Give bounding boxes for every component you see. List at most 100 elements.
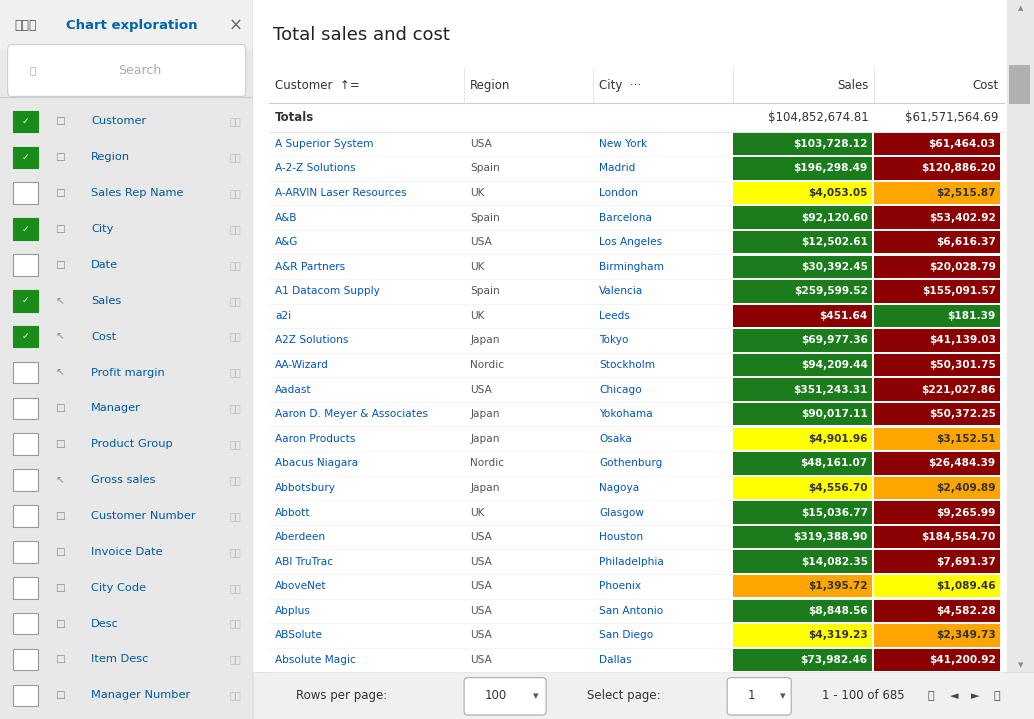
- FancyBboxPatch shape: [733, 477, 873, 499]
- Text: $7,691.37: $7,691.37: [936, 557, 996, 567]
- Text: ↖: ↖: [55, 331, 64, 342]
- Text: Item Desc: Item Desc: [91, 654, 149, 664]
- FancyBboxPatch shape: [874, 649, 1001, 672]
- Text: ⋮⋮: ⋮⋮: [230, 367, 242, 377]
- Text: Cost: Cost: [91, 331, 117, 342]
- Text: ⏭: ⏭: [994, 691, 1000, 700]
- Text: Aaron D. Meyer & Associates: Aaron D. Meyer & Associates: [275, 409, 428, 419]
- Text: $14,082.35: $14,082.35: [800, 557, 868, 567]
- Text: Nordic: Nordic: [470, 459, 505, 468]
- Text: $181.39: $181.39: [947, 311, 996, 321]
- Text: Aaron Products: Aaron Products: [275, 434, 356, 444]
- Text: UK: UK: [470, 262, 485, 272]
- Text: Rows per page:: Rows per page:: [297, 689, 388, 702]
- Text: Barcelona: Barcelona: [599, 213, 652, 223]
- Text: $1,395.72: $1,395.72: [809, 581, 868, 591]
- Text: Search: Search: [118, 64, 161, 77]
- Text: □: □: [55, 690, 64, 700]
- Text: A1 Datacom Supply: A1 Datacom Supply: [275, 286, 381, 296]
- Text: ×: ×: [229, 16, 243, 35]
- FancyBboxPatch shape: [874, 182, 1001, 204]
- FancyBboxPatch shape: [874, 428, 1001, 450]
- Text: $2,349.73: $2,349.73: [936, 631, 996, 641]
- Text: ⋮⋮: ⋮⋮: [230, 260, 242, 270]
- Text: $196,298.49: $196,298.49: [793, 163, 868, 173]
- Text: Tokyo: Tokyo: [599, 336, 629, 345]
- Text: $221,027.86: $221,027.86: [921, 385, 996, 395]
- Text: ⋮⋮: ⋮⋮: [230, 403, 242, 413]
- Text: Region: Region: [470, 79, 511, 92]
- FancyBboxPatch shape: [733, 624, 873, 646]
- Text: □: □: [55, 116, 64, 127]
- FancyBboxPatch shape: [733, 157, 873, 180]
- Text: Date: Date: [91, 260, 118, 270]
- Text: Cost: Cost: [973, 79, 999, 92]
- FancyBboxPatch shape: [874, 600, 1001, 622]
- FancyBboxPatch shape: [874, 354, 1001, 376]
- Text: ⋮⋮: ⋮⋮: [230, 439, 242, 449]
- Text: London: London: [599, 188, 638, 198]
- Text: USA: USA: [470, 606, 492, 615]
- Text: $92,120.60: $92,120.60: [801, 213, 868, 223]
- FancyBboxPatch shape: [733, 255, 873, 278]
- Text: UK: UK: [470, 508, 485, 518]
- Text: □: □: [55, 511, 64, 521]
- Text: $2,515.87: $2,515.87: [936, 188, 996, 198]
- Text: USA: USA: [470, 655, 492, 665]
- Text: Japan: Japan: [470, 409, 499, 419]
- FancyBboxPatch shape: [12, 147, 38, 168]
- FancyBboxPatch shape: [1009, 65, 1030, 104]
- FancyBboxPatch shape: [733, 378, 873, 401]
- Text: AA-Wizard: AA-Wizard: [275, 360, 329, 370]
- Text: ⋮⋮: ⋮⋮: [230, 475, 242, 485]
- FancyBboxPatch shape: [874, 624, 1001, 646]
- FancyBboxPatch shape: [12, 398, 38, 419]
- Text: Sales: Sales: [91, 296, 121, 306]
- Text: □: □: [55, 547, 64, 557]
- Text: ✓: ✓: [22, 224, 29, 234]
- FancyBboxPatch shape: [733, 206, 873, 229]
- Text: Invoice Date: Invoice Date: [91, 547, 162, 557]
- Text: $61,464.03: $61,464.03: [929, 139, 996, 149]
- Text: $26,484.39: $26,484.39: [929, 459, 996, 468]
- Text: Houston: Houston: [599, 532, 643, 542]
- Text: Aadast: Aadast: [275, 385, 312, 395]
- Text: ABI TruTrac: ABI TruTrac: [275, 557, 333, 567]
- FancyBboxPatch shape: [12, 111, 38, 132]
- Text: □: □: [55, 152, 64, 162]
- Text: ▾: ▾: [780, 691, 786, 700]
- Text: ▼: ▼: [1017, 662, 1023, 668]
- Text: Abacus Niagara: Abacus Niagara: [275, 459, 359, 468]
- Text: New York: New York: [599, 139, 647, 149]
- Text: Desc: Desc: [91, 618, 119, 628]
- FancyBboxPatch shape: [874, 452, 1001, 475]
- FancyBboxPatch shape: [874, 231, 1001, 253]
- Text: ✓: ✓: [22, 296, 29, 306]
- Text: Absolute Magic: Absolute Magic: [275, 655, 356, 665]
- Text: Philadelphia: Philadelphia: [599, 557, 664, 567]
- Text: □: □: [55, 260, 64, 270]
- Text: ►: ►: [971, 691, 979, 700]
- Text: Abplus: Abplus: [275, 606, 311, 615]
- Text: Nordic: Nordic: [470, 360, 505, 370]
- FancyBboxPatch shape: [253, 0, 1007, 672]
- Text: Sales: Sales: [838, 79, 869, 92]
- Text: UK: UK: [470, 188, 485, 198]
- Text: a2i: a2i: [275, 311, 292, 321]
- Text: ⋮⋮: ⋮⋮: [230, 331, 242, 342]
- Text: $184,554.70: $184,554.70: [921, 532, 996, 542]
- Text: $73,982.46: $73,982.46: [800, 655, 868, 665]
- Text: Chart exploration: Chart exploration: [66, 19, 197, 32]
- Text: $259,599.52: $259,599.52: [794, 286, 868, 296]
- Text: $451.64: $451.64: [820, 311, 868, 321]
- Text: ✓: ✓: [22, 117, 29, 126]
- FancyBboxPatch shape: [733, 403, 873, 426]
- Text: ↖: ↖: [55, 367, 64, 377]
- FancyBboxPatch shape: [12, 649, 38, 670]
- Text: $351,243.31: $351,243.31: [793, 385, 868, 395]
- Text: $4,053.05: $4,053.05: [809, 188, 868, 198]
- FancyBboxPatch shape: [0, 0, 253, 50]
- Text: ⋮⋮: ⋮⋮: [230, 116, 242, 127]
- Text: Valencia: Valencia: [599, 286, 643, 296]
- Text: $4,582.28: $4,582.28: [936, 606, 996, 615]
